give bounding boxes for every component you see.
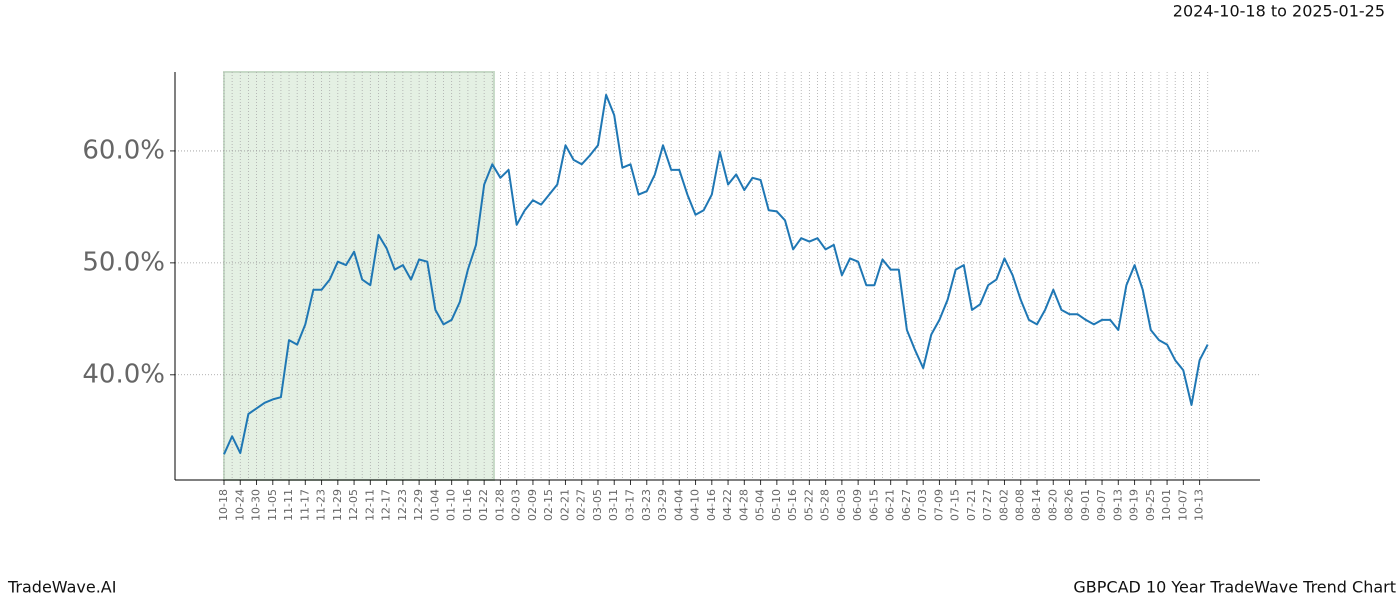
x-tick-label: 10-30 — [250, 489, 263, 521]
x-tick-label: 01-10 — [445, 489, 458, 521]
x-tick-label: 12-17 — [380, 489, 393, 521]
y-tick-label: 40.0% — [82, 359, 165, 389]
y-tick-label: 50.0% — [82, 247, 165, 277]
x-tick-label: 06-27 — [900, 489, 913, 521]
x-tick-label: 09-07 — [1095, 489, 1108, 521]
x-tick-label: 08-20 — [1046, 489, 1059, 521]
x-tick-label: 05-16 — [786, 489, 799, 521]
x-tick-label: 09-25 — [1144, 489, 1157, 521]
x-tick-label: 08-14 — [1030, 489, 1043, 521]
x-tick-label: 01-04 — [428, 489, 441, 521]
x-tick-label: 10-01 — [1160, 489, 1173, 521]
x-tick-label: 03-05 — [591, 489, 604, 521]
x-tick-label: 01-28 — [493, 489, 506, 521]
x-tick-label: 11-11 — [282, 489, 295, 521]
x-tick-label: 04-10 — [689, 489, 702, 521]
x-tick-label: 04-04 — [672, 489, 685, 521]
x-tick-label: 08-26 — [1063, 489, 1076, 521]
brand: TradeWave.AI — [7, 578, 116, 597]
chart-name: GBPCAD 10 Year TradeWave Trend Chart — [1073, 578, 1396, 597]
x-tick-label: 07-27 — [981, 489, 994, 521]
x-tick-label: 12-23 — [396, 489, 409, 521]
x-tick-label: 03-17 — [624, 489, 637, 521]
y-tick-label: 60.0% — [82, 135, 165, 165]
x-tick-label: 07-21 — [965, 489, 978, 521]
x-tick-label: 11-05 — [266, 489, 279, 521]
x-tick-label: 03-29 — [656, 489, 669, 521]
x-tick-label: 03-23 — [640, 489, 653, 521]
x-tick-label: 05-28 — [819, 489, 832, 521]
x-tick-label: 02-21 — [558, 489, 571, 521]
x-tick-label: 04-16 — [705, 489, 718, 521]
x-tick-label: 08-08 — [1014, 489, 1027, 521]
x-tick-label: 02-27 — [575, 489, 588, 521]
x-tick-label: 10-24 — [233, 489, 246, 521]
x-tick-label: 01-16 — [461, 489, 474, 521]
x-tick-label: 05-04 — [754, 489, 767, 521]
x-tick-label: 04-22 — [721, 489, 734, 521]
series-line — [223, 93, 1209, 455]
x-tick-label: 06-21 — [884, 489, 897, 521]
x-tick-label: 09-13 — [1111, 489, 1124, 521]
x-tick-label: 01-22 — [477, 489, 490, 521]
highlight-band — [223, 71, 495, 481]
x-tick-label: 06-09 — [851, 489, 864, 521]
x-tick-label: 09-01 — [1079, 489, 1092, 521]
x-tick-label: 12-11 — [363, 489, 376, 521]
x-tick-label: 10-07 — [1176, 489, 1189, 521]
x-tick-label: 12-29 — [412, 489, 425, 521]
x-tick-label: 10-13 — [1193, 489, 1206, 521]
x-tick-label: 03-11 — [607, 489, 620, 521]
x-tick-label: 10-18 — [217, 489, 230, 521]
x-tick-label: 12-05 — [347, 489, 360, 521]
x-tick-label: 05-22 — [802, 489, 815, 521]
x-tick-label: 07-03 — [916, 489, 929, 521]
date-range: 2024-10-18 to 2025-01-25 — [1173, 2, 1385, 21]
x-tick-label: 07-09 — [932, 489, 945, 521]
x-tick-label: 09-19 — [1128, 489, 1141, 521]
x-tick-label: 11-17 — [298, 489, 311, 521]
x-tick-label: 06-15 — [867, 489, 880, 521]
x-tick-label: 07-15 — [949, 489, 962, 521]
x-tick-label: 11-23 — [315, 489, 328, 521]
x-tick-label: 11-29 — [331, 489, 344, 521]
x-tick-label: 05-10 — [770, 489, 783, 521]
x-tick-label: 04-28 — [737, 489, 750, 521]
x-tick-label: 02-09 — [526, 489, 539, 521]
x-tick-label: 02-15 — [542, 489, 555, 521]
x-tick-label: 08-02 — [997, 489, 1010, 521]
x-tick-label: 02-03 — [510, 489, 523, 521]
x-tick-label: 06-03 — [835, 489, 848, 521]
